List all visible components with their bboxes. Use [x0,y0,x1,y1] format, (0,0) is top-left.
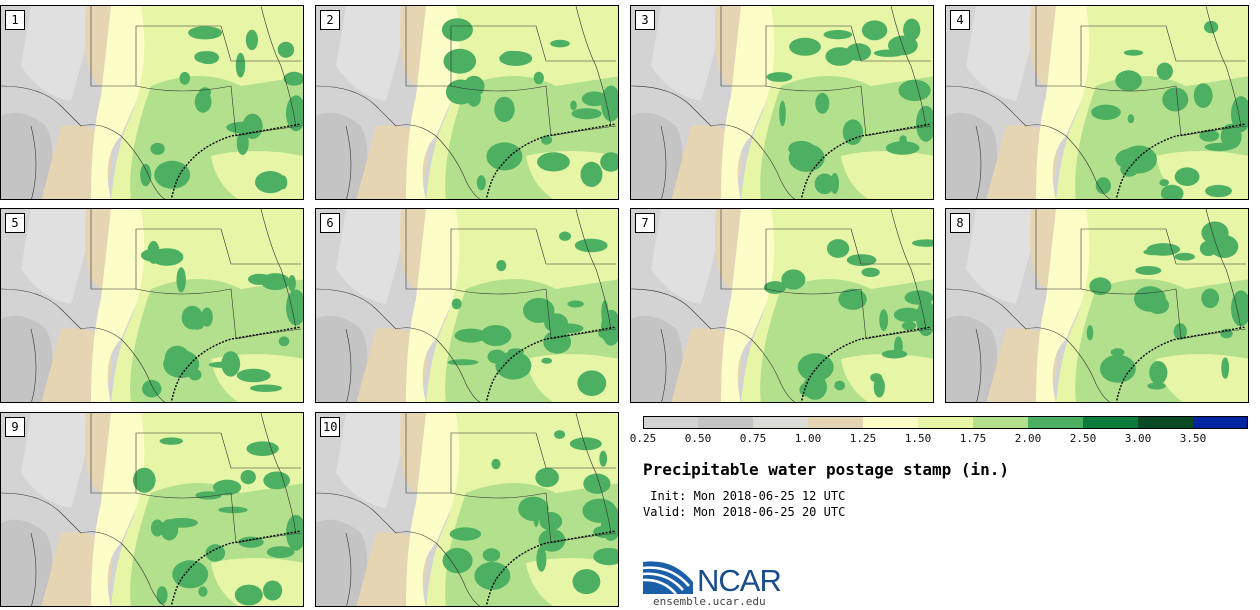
valid-time: Valid: Mon 2018-06-25 20 UTC [643,505,846,519]
map-panel: 4 [945,5,1249,200]
colorbar-swatch [808,416,864,429]
panel-number: 6 [320,213,340,233]
map-panel: 3 [630,5,934,200]
panel-number: 2 [320,10,340,30]
panel-number: 9 [5,417,25,437]
map-panel: 7 [630,208,934,403]
panel-number: 4 [950,10,970,30]
map-panel: 5 [0,208,304,403]
panel-number: 1 [5,10,25,30]
colorbar-tick: 2.50 [1069,432,1097,445]
colorbar-swatch [753,416,809,429]
ncar-logo-icon [643,552,695,594]
colorbar-tick: 0.50 [684,432,712,445]
panel-number: 7 [635,213,655,233]
colorbar-tick: 1.25 [849,432,877,445]
colorbar-tick: 0.25 [629,432,657,445]
init-time: Init: Mon 2018-06-25 12 UTC [643,489,846,503]
colorbar-swatch [973,416,1029,429]
colorbar-swatch [1138,416,1194,429]
colorbar-swatch [643,416,699,429]
colorbar-tick: 2.00 [1014,432,1042,445]
colorbar-tick-labels: 0.25 0.50 0.75 1.00 1.25 1.50 1.75 2.00 2.50 3.00… [623,432,1260,448]
panel-number: 10 [320,417,341,437]
map-panel: 2 [315,5,619,200]
colorbar-swatch [1028,416,1084,429]
logo-url: ensemble.ucar.edu [653,595,766,608]
colorbar-tick: 3.50 [1179,432,1207,445]
map-panel: 1 [0,5,304,200]
chart-title: Precipitable water postage stamp (in.) [643,460,1010,479]
colorbar-tick: 3.00 [1124,432,1152,445]
panel-number: 8 [950,213,970,233]
colorbar [643,416,1248,429]
colorbar-tick: 1.50 [904,432,932,445]
map-panel: 8 [945,208,1249,403]
panel-number: 5 [5,213,25,233]
panel-number: 3 [635,10,655,30]
colorbar-swatch [1083,416,1139,429]
colorbar-swatch [863,416,919,429]
colorbar-tick: 0.75 [739,432,767,445]
colorbar-swatch [918,416,974,429]
colorbar-tick: 1.00 [794,432,822,445]
logo-wordmark: NCAR [697,563,782,598]
map-panel: 6 [315,208,619,403]
colorbar-tick: 1.75 [959,432,987,445]
colorbar-swatch [1193,416,1248,429]
colorbar-swatch [698,416,754,429]
map-panel: 10 [315,412,619,607]
map-panel: 9 [0,412,304,607]
